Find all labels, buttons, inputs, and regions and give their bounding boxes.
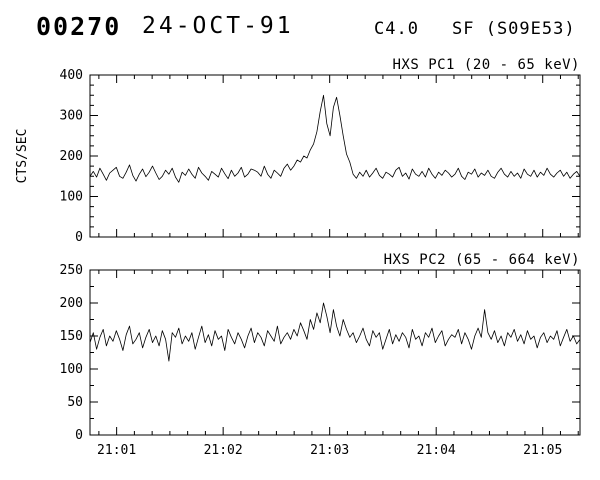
flare-location: SF (S09E53)	[452, 19, 576, 39]
run-number: 00270	[36, 12, 122, 41]
y-tick-label: 200	[60, 296, 83, 311]
x-axis: 21:01 21:02 21:03 21:04 21:05	[97, 270, 579, 458]
y-axis: 0 50 100 150 200 250	[60, 263, 580, 443]
y-tick-label: 300	[60, 109, 83, 124]
observation-date: 24-OCT-91	[142, 13, 294, 39]
y-tick-label: 0	[75, 428, 83, 443]
goes-class: C4.0	[374, 19, 419, 39]
x-tick-label: 21:01	[97, 443, 136, 458]
y-tick-label: 50	[67, 395, 83, 410]
y-tick-label: 250	[60, 263, 83, 278]
x-tick-label: 21:02	[204, 443, 243, 458]
y-axis: 0 100 200 300 400	[60, 68, 580, 245]
plot-frame	[89, 74, 581, 238]
panel-title: HXS PC1 (20 - 65 keV)	[392, 57, 580, 73]
y-axis-label: CTS/SEC	[15, 129, 30, 184]
y-tick-label: 400	[60, 68, 83, 83]
pc2-lightcurve-chart: 21:01 21:02 21:03 21:04 21:05 0 50 100 150 200 250…	[60, 252, 581, 458]
y-tick-label: 100	[60, 362, 83, 377]
x-tick-label: 21:03	[310, 443, 349, 458]
plot-frame	[89, 269, 581, 436]
y-tick-label: 100	[60, 190, 83, 205]
panel-title: HXS PC2 (65 - 664 keV)	[384, 252, 580, 268]
y-tick-label: 200	[60, 149, 83, 164]
x-tick-label: 21:05	[523, 443, 562, 458]
pc1-lightcurve-chart: 0 100 200 300 400 HXS PC1 (20 - 65 keV) CTS/SE…	[15, 57, 581, 245]
y-tick-label: 150	[60, 329, 83, 344]
y-tick-label: 0	[75, 230, 83, 245]
x-tick-label: 21:04	[417, 443, 456, 458]
lightcurve-line	[89, 94, 581, 183]
lightcurve-line	[89, 302, 581, 362]
x-axis	[98, 75, 579, 237]
